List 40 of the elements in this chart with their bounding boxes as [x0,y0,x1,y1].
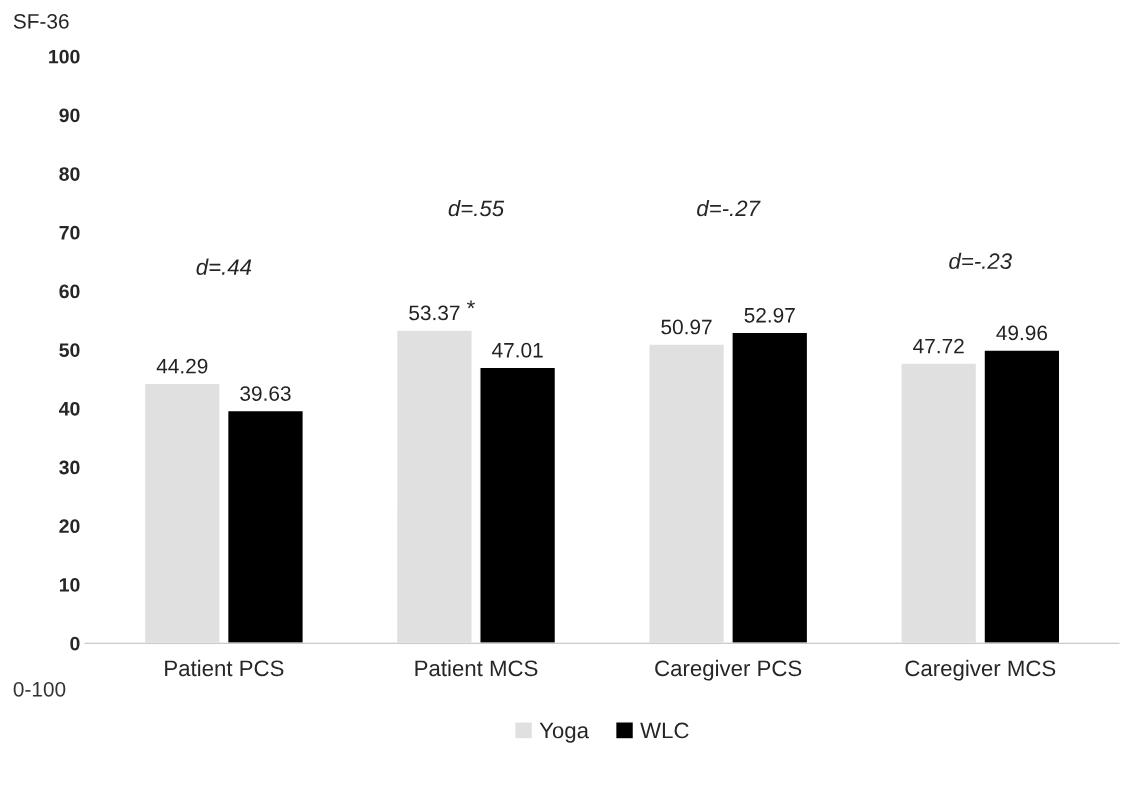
bar [395,329,473,644]
y-tick-label: 10 [59,577,80,592]
legend-label: Yoga [539,722,589,743]
bar [143,382,221,644]
annotation: d=-.23 [949,252,1012,270]
y-tick-label: 30 [59,460,80,475]
y-axis-title: SF-36 [13,13,69,29]
y-tick-label: 50 [59,343,80,357]
annotation: d=.44 [196,258,252,275]
y-tick-label: 80 [59,167,80,181]
x-tick-label: Caregiver PCS [655,659,802,681]
text: 0-100 [13,681,66,697]
data-label: 52.97 [744,307,795,323]
x-tick-label: Patient PCS [165,659,284,677]
y-tick-label: 100 [49,49,80,64]
x-tick-label: Caregiver MCS [905,659,1056,681]
y-tick-label: 60 [59,284,80,299]
y-tick-label: 70 [59,225,80,240]
bar [983,349,1061,644]
data-label: 49.96 [996,325,1048,341]
data-label: 39.63 [240,386,291,401]
legend-label: WLC [640,722,689,739]
data-label: 47.72 [913,338,964,354]
y-tick-label: 20 [59,519,80,534]
x-tick-label: Patient MCS [415,659,538,677]
annotation: d=-.27 [697,199,761,217]
data-label: 53.37 [409,305,460,321]
y-tick-label: 0 [70,636,80,651]
bar [731,331,809,644]
y-tick-label: 40 [59,401,80,416]
y-tick-label: 90 [59,108,80,123]
bar [226,409,304,644]
annotation: d=.55 [448,199,505,217]
data-label: 44.29 [156,358,208,374]
data-label: 47.01 [492,342,543,358]
bar [479,366,557,644]
data-label: 50.97 [661,319,712,335]
bar [648,343,726,644]
bar [900,362,978,644]
annotation: * [467,300,475,309]
